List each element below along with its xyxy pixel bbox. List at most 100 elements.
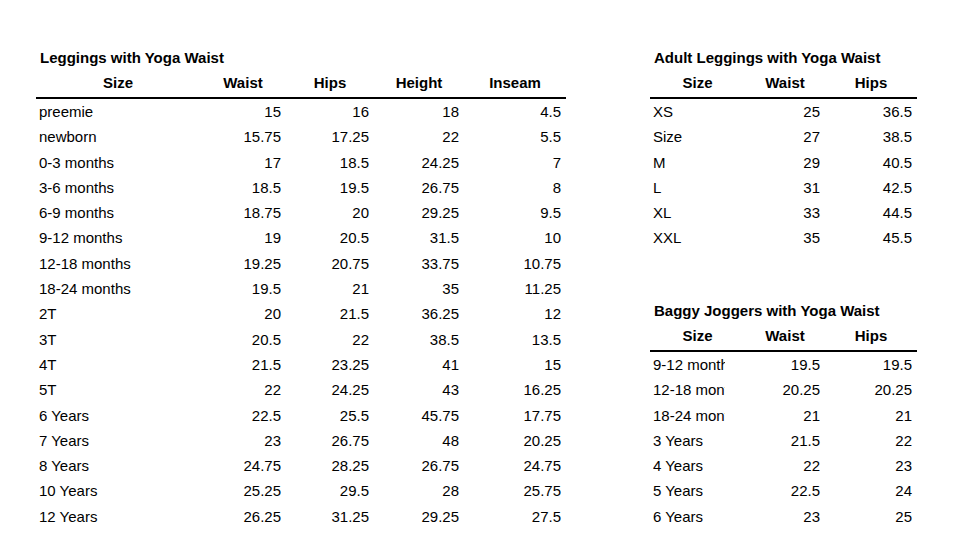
cell-text: 9-12 months <box>653 352 725 377</box>
cell-value: 23 <box>745 504 825 529</box>
baggy-joggers-size-table: Baggy Joggers with Yoga Waist Size Waist… <box>650 298 917 529</box>
cell-value: 48 <box>374 428 464 453</box>
cell-text: 35 <box>442 280 459 297</box>
cell-value: 29.25 <box>374 200 464 225</box>
cell-text: 18-24 months <box>39 280 131 297</box>
cell-text: 24.25 <box>421 154 459 171</box>
cell-value: 21 <box>286 276 374 301</box>
cell-text: 9-12 months <box>39 229 122 246</box>
cell-value: 20.75 <box>286 251 374 276</box>
cell-value: 21.5 <box>745 428 825 453</box>
cell-text: 12-18 months <box>653 377 725 402</box>
cell-size: M <box>650 150 745 175</box>
cell-value: 8 <box>464 175 566 200</box>
cell-text: newborn <box>39 128 97 145</box>
cell-text: 31.25 <box>331 508 369 525</box>
cell-text: 33 <box>803 204 820 221</box>
table-row: 6 Years22.525.545.7517.75 <box>36 403 566 428</box>
cell-text: 10.75 <box>523 255 561 272</box>
cell-text: 26.75 <box>421 457 459 474</box>
cell-text: 8 Years <box>39 457 89 474</box>
cell-value: 20.25 <box>825 377 917 402</box>
table-row: 3 Years21.522 <box>650 428 917 453</box>
cell-size: 9-12 months <box>36 225 200 250</box>
cell-text: 21.5 <box>791 432 820 449</box>
cell-size: 7 Years <box>36 428 200 453</box>
cell-text: 18-24 months <box>653 403 725 428</box>
cell-value: 43 <box>374 377 464 402</box>
cell-value: 17 <box>200 150 286 175</box>
cell-value: 29 <box>745 150 825 175</box>
table-row: 4T21.523.254115 <box>36 352 566 377</box>
cell-text: 45.75 <box>421 407 459 424</box>
cell-text: 0-3 months <box>39 154 114 171</box>
table-row: M 29 40.5 <box>650 150 917 175</box>
cell-text: 11.25 <box>525 280 561 297</box>
cell-text: 21 <box>895 407 912 424</box>
cell-text: 36.5 <box>883 103 912 120</box>
cell-value: 20.25 <box>745 377 825 402</box>
cell-value: 5.5 <box>464 124 566 149</box>
column-header-inseam: Inseam <box>464 71 566 97</box>
cell-value: 22 <box>374 124 464 149</box>
cell-text: 38.5 <box>883 128 912 145</box>
table-row: 6-9 months18.752029.259.5 <box>36 200 566 225</box>
cell-text: 20.5 <box>252 331 281 348</box>
cell-value: 18.5 <box>286 150 374 175</box>
cell-value: 25 <box>745 99 825 124</box>
cell-text: 29.5 <box>340 482 369 499</box>
cell-text: 25.75 <box>523 482 561 499</box>
cell-value: 27 <box>745 124 825 149</box>
cell-value: 10 <box>464 225 566 250</box>
cell-size: 4 Years <box>650 453 745 478</box>
cell-text: 18 <box>442 103 459 120</box>
cell-text: 40.5 <box>883 154 912 171</box>
cell-text: 6 Years <box>653 504 703 529</box>
cell-text: 5T <box>39 381 57 398</box>
cell-text: 29 <box>803 154 820 171</box>
cell-value: 21.5 <box>286 301 374 326</box>
cell-text: 18.5 <box>252 179 281 196</box>
table-row: XS2536.5 <box>650 99 917 124</box>
cell-size: newborn <box>36 124 200 149</box>
cell-value: 38.5 <box>825 124 917 149</box>
table-row: 9-12 months19.519.5 <box>650 352 917 377</box>
cell-value: 20.5 <box>286 225 374 250</box>
cell-value: 15 <box>200 99 286 124</box>
table-row: 12 Years26.2531.2529.2527.5 <box>36 504 566 529</box>
cell-size: 8 Years <box>36 453 200 478</box>
cell-text: XXL <box>653 229 681 246</box>
cell-text: 22 <box>895 432 912 449</box>
cell-value: 18.5 <box>200 175 286 200</box>
cell-text: 29.25 <box>421 204 459 221</box>
cell-text: 20.25 <box>782 381 820 398</box>
cell-text: 15 <box>544 356 561 373</box>
cell-value: 31.25 <box>286 504 374 529</box>
cell-value: 21 <box>825 403 917 428</box>
column-header-waist: Waist <box>745 324 825 350</box>
cell-value: 24.75 <box>464 453 566 478</box>
table-header-row: Size Waist Hips <box>650 324 917 352</box>
cell-size: 5T <box>36 377 200 402</box>
table-row: 18-24 months 19.521 35 11.25 <box>36 276 566 301</box>
table-header-row: Size Waist Hips <box>650 71 917 99</box>
column-header-hips: Hips <box>286 71 374 97</box>
cell-value: 23.25 <box>286 352 374 377</box>
cell-text: 13.5 <box>532 331 561 348</box>
cell-text: 44.5 <box>883 204 912 221</box>
cell-text: 48 <box>442 432 459 449</box>
cell-text: 21 <box>803 407 820 424</box>
cell-text: 33.75 <box>421 255 459 272</box>
cell-text: 9.5 <box>540 204 561 221</box>
column-header-size: Size <box>36 71 200 97</box>
cell-value: 23 <box>200 428 286 453</box>
cell-text: 45.5 <box>883 229 912 246</box>
cell-value: 19.5 <box>200 276 286 301</box>
cell-text: 43 <box>442 381 459 398</box>
cell-value: 19 <box>200 225 286 250</box>
cell-text: 28 <box>442 482 459 499</box>
cell-text: 8 <box>553 179 561 196</box>
cell-text: 24.75 <box>523 457 561 474</box>
cell-value: 22.5 <box>200 403 286 428</box>
cell-size: 5 Years <box>650 478 745 503</box>
